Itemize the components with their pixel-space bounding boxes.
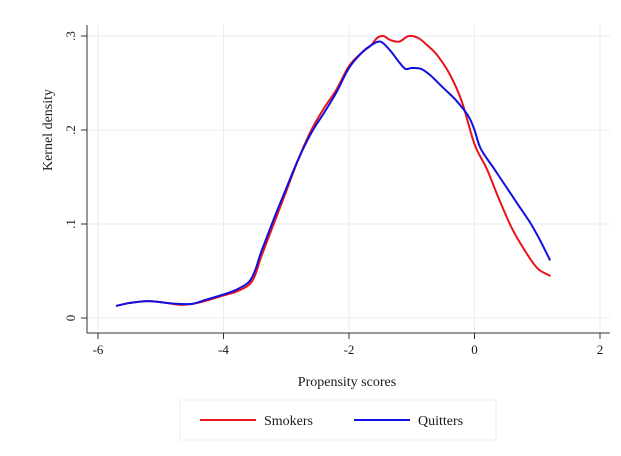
series-line-quitters <box>115 40 551 307</box>
y-tick-label: .2 <box>63 125 78 135</box>
y-tick-label: 0 <box>63 315 78 322</box>
axis-layer: -6 -4 -2 0 2 0 .1 .2 .3 <box>63 25 610 357</box>
y-axis-title: Kernel density <box>41 89 56 171</box>
x-tick-label: -2 <box>344 342 355 357</box>
x-tick-label: -6 <box>93 342 104 357</box>
y-tick-label: .1 <box>63 219 78 229</box>
x-tick-label: -4 <box>218 342 229 357</box>
legend-label-quitters: Quitters <box>418 414 463 429</box>
x-axis-title: Propensity scores <box>298 375 396 390</box>
x-tick-label: 0 <box>471 342 478 357</box>
y-tick-label: .3 <box>63 31 78 41</box>
x-tick-label: 2 <box>597 342 604 357</box>
legend-label-smokers: Smokers <box>264 414 313 429</box>
grid-layer <box>87 25 610 333</box>
legend: Smokers Quitters <box>179 399 497 441</box>
series-layer <box>115 34 551 307</box>
